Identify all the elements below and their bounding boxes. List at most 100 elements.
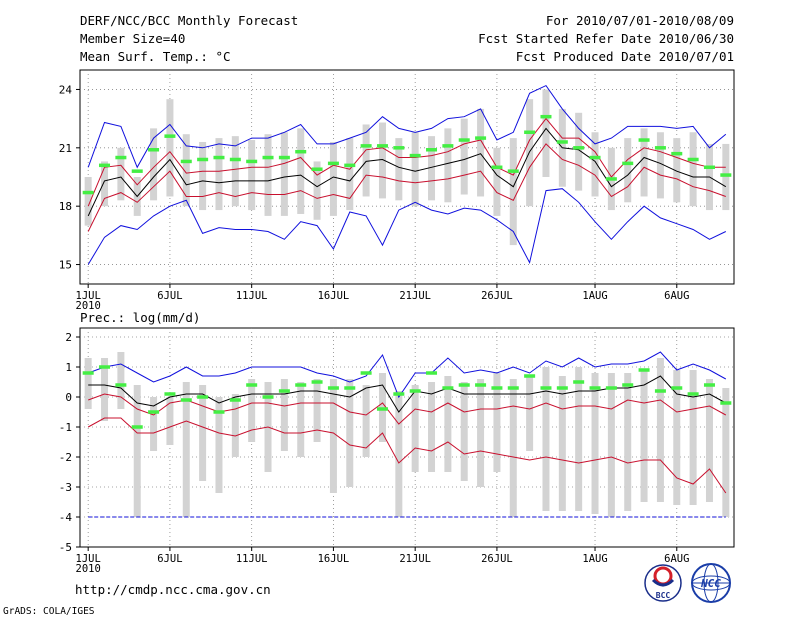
ensemble-range-bar [150,397,158,451]
ensemble-range-bar [280,379,288,451]
observed-marker [507,386,519,390]
ensemble-range-bar [689,370,697,505]
observed-marker [458,383,470,387]
observed-marker [376,407,388,411]
observed-marker [213,155,225,160]
ensemble-range-bar [215,397,223,493]
observed-marker [180,159,192,164]
y-tick-label: 15 [59,259,72,272]
bcc-logo: BCC [644,564,682,602]
observed-marker [327,161,339,166]
ensemble-range-bar [444,128,452,203]
observed-marker [475,383,487,387]
observed-marker [229,157,241,162]
observed-marker [442,144,454,148]
ensemble-range-bar [101,358,109,421]
ensemble-range-bar [591,373,599,514]
ensemble-range-bar [640,370,648,502]
ensemble-range-bar [673,370,681,505]
observed-marker [311,167,323,171]
observed-marker [82,371,94,375]
observed-marker [344,163,356,168]
ensemble-range-bar [624,138,632,203]
x-tick-label: 26JUL [481,290,513,302]
observed-marker [491,386,503,390]
observed-marker [246,383,258,387]
ensemble-range-bar [346,379,354,487]
ensemble-range-bar [297,128,305,214]
ensemble-range-bar [199,141,207,211]
x-year-label: 2010 [76,563,101,575]
observed-marker [229,398,241,402]
observed-marker [115,155,127,160]
header-variable-label: Mean Surf. Temp.: °C [80,49,231,64]
y-tick-label: -4 [59,511,73,524]
ensemble-range-bar [460,118,468,195]
x-tick-label: 6AUG [664,290,689,302]
observed-marker [638,368,650,372]
ensemble-range-bar [460,382,468,481]
ensemble-range-bar [411,132,419,207]
observed-marker [491,165,503,170]
observed-marker [687,157,699,162]
x-tick-label: 21JUL [399,290,431,302]
ensemble-range-bar [150,128,158,201]
y-tick-label: 21 [59,142,72,155]
ensemble-range-bar [575,367,583,511]
observed-marker [164,134,176,138]
ensemble-range-bar [493,147,501,216]
ensemble-range-bar [656,358,664,502]
ensemble-range-bar [84,358,92,409]
y-tick-label: -3 [59,481,72,494]
observed-marker [131,425,143,429]
observed-marker [540,386,552,390]
observed-marker [720,401,732,405]
observed-marker [131,169,143,173]
observed-marker [246,159,258,164]
x-tick-label: 6JUL [157,290,182,302]
ensemble-range-bar [411,385,419,472]
ensemble-range-bar [444,376,452,472]
ensemble-range-bar [84,177,92,226]
observed-marker [654,146,666,150]
ensemble-range-bar [215,138,223,211]
observed-marker [197,395,209,399]
observed-marker [197,157,209,162]
observed-marker [524,130,536,135]
observed-marker [671,386,683,390]
observed-marker [99,163,111,168]
y-tick-label: 0 [65,391,72,404]
x-tick-label: 1AUG [582,290,607,302]
ensemble-range-bar [231,394,239,457]
ensemble-range-bar [673,138,681,203]
observed-marker [278,155,290,160]
x-tick-label: 16JUL [318,290,350,302]
observed-marker [115,383,127,387]
x-year-label: 2010 [76,300,101,312]
x-tick-label: 1JUL [76,290,101,302]
observed-marker [148,410,160,414]
x-tick-label: 11JUL [236,553,268,565]
y-tick-label: 1 [65,361,72,374]
ensemble-range-bar [542,89,550,177]
ensemble-range-bar [722,388,730,517]
series-line-p75 [87,117,726,207]
series-line-p10 [87,417,727,494]
ensemble-range-bar [509,138,517,246]
header-produced-date: Fcst Produced Date 2010/07/01 [516,49,734,64]
ensemble-range-bar [231,136,239,207]
observed-marker [82,190,94,195]
observed-marker [638,138,650,142]
x-tick-label: 21JUL [399,553,431,565]
observed-marker [622,161,634,166]
observed-marker [442,386,454,390]
ensemble-range-bar [346,138,354,211]
ensemble-range-bar [428,382,436,472]
observed-marker [556,386,568,390]
observed-marker [720,173,732,177]
x-tick-label: 6JUL [157,553,182,565]
observed-marker [540,114,552,119]
ensemble-range-bar [395,138,403,201]
ensemble-range-bar [329,141,337,216]
